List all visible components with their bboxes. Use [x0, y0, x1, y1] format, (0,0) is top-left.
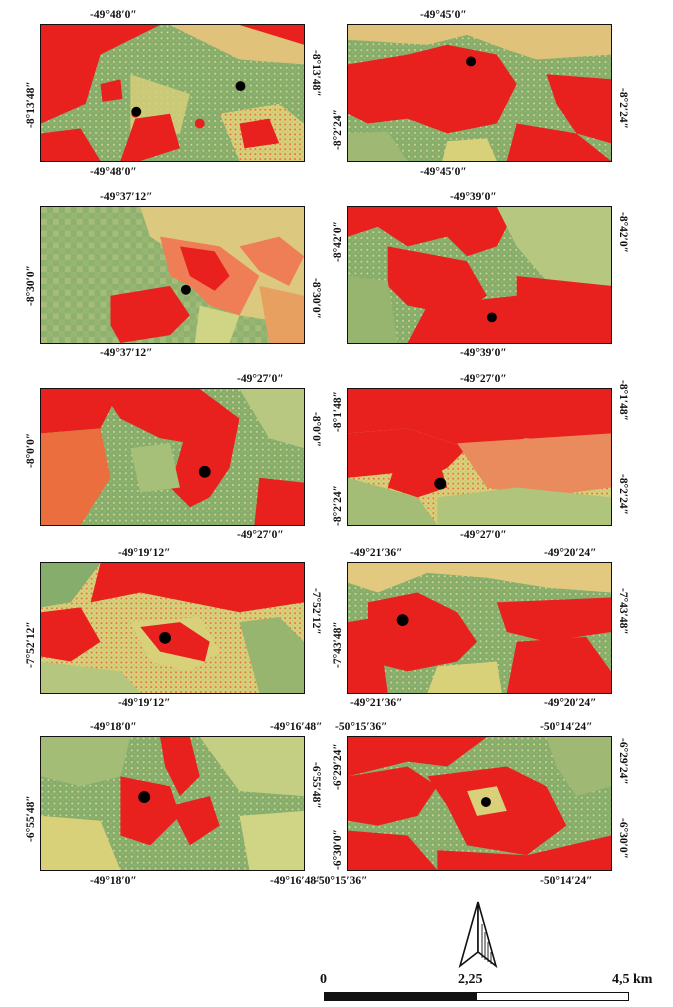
- p6-left-top-label: -8°1′48″: [332, 390, 344, 432]
- p2-top-label: -49°45′0″: [420, 9, 467, 21]
- p9-bottom-left-label: -49°18′0″: [90, 875, 137, 887]
- p3-top-label: -49°37′12″: [100, 191, 153, 203]
- map-panel-10: [347, 736, 612, 871]
- p3-left-label: -8°30′0″: [25, 264, 37, 306]
- map-panel-5: [40, 388, 305, 526]
- p8-top-right-label: -49°20′24″: [544, 547, 597, 559]
- p8-bottom-left-label: -49°21′36″: [350, 697, 403, 709]
- p1-top-label: -49°48′0″: [90, 9, 137, 21]
- p1-bottom-label: -49°48′0″: [90, 166, 137, 178]
- p10-right-bottom-label: -6°30′0″: [617, 818, 629, 860]
- p6-top-label: -49°27′0″: [460, 373, 507, 385]
- p5-left-label: -8°0′0″: [25, 432, 37, 468]
- p2-left-label: -8°2′24″: [332, 108, 344, 150]
- map-panel-4: [347, 206, 612, 344]
- p3-right-label: -8°30′0″: [310, 278, 322, 320]
- p7-bottom-label: -49°19′12″: [118, 697, 171, 709]
- p8-bottom-right-label: -49°20′24″: [544, 697, 597, 709]
- p6-right-bottom-label: -8°2′24″: [617, 474, 629, 516]
- p3-bottom-label: -49°37′12″: [100, 347, 153, 359]
- north-arrow-icon: [458, 901, 498, 968]
- p7-top-label: -49°19′12″: [118, 547, 171, 559]
- p9-left-label: -6°55′48″: [25, 795, 37, 842]
- p10-bottom-right-label: -50°14′24″: [540, 875, 593, 887]
- p9-top-right-label: -49°16′48″: [270, 721, 323, 733]
- p1-right-label: -8°13′48″: [310, 50, 322, 97]
- p9-right-label: -6°55′48″: [310, 762, 322, 809]
- p6-right-top-label: -8°1′48″: [617, 380, 629, 422]
- map-panel-6: [347, 388, 612, 526]
- p2-bottom-label: -49°45′0″: [420, 166, 467, 178]
- p9-top-left-label: -49°18′0″: [90, 721, 137, 733]
- p4-bottom-label: -49°39′0″: [460, 347, 507, 359]
- p8-top-left-label: -49°21′36″: [350, 547, 403, 559]
- map-panel-9: [40, 736, 305, 871]
- scale-bar: [324, 992, 629, 1001]
- map-panel-1: [40, 24, 305, 162]
- map-panel-8: [347, 562, 612, 694]
- p10-top-left-label: -50°15′36″: [335, 721, 388, 733]
- p7-left-label: -7°52′12″: [25, 621, 37, 668]
- scale-label-zero: 0: [320, 972, 327, 987]
- p5-right-label: -8°0′0″: [310, 412, 322, 448]
- p6-left-bottom-label: -8°2′24″: [332, 484, 344, 526]
- p1-left-label: -8°13′48″: [25, 81, 37, 128]
- p4-right-label: -8°42′0″: [617, 212, 629, 254]
- map-panel-2: [347, 24, 612, 162]
- p5-bottom-label: -49°27′0″: [237, 529, 284, 541]
- scale-label-mid: 2,25: [458, 972, 483, 987]
- p4-left-label: -8°42′0″: [332, 220, 344, 262]
- map-panel-3: [40, 206, 305, 344]
- p9-bottom-right-label: -49°16′48″: [270, 875, 323, 887]
- p10-left-bottom-label: -6°30′0″: [332, 828, 344, 870]
- p2-right-label: -8°2′24″: [617, 88, 629, 130]
- p4-top-label: -49°39′0″: [450, 191, 497, 203]
- scale-label-max: 4,5 km: [612, 972, 653, 987]
- p10-bottom-left-label: -50°15′36″: [315, 875, 368, 887]
- p8-left-label: -7°43′48″: [332, 621, 344, 668]
- p6-bottom-label: -49°27′0″: [460, 529, 507, 541]
- p8-right-label: -7°43′48″: [617, 588, 629, 635]
- p5-top-label: -49°27′0″: [237, 373, 284, 385]
- p7-right-label: -7°52′12″: [310, 588, 322, 635]
- p10-right-top-label: -6°29′24″: [617, 738, 629, 785]
- p10-left-top-label: -6°29′24″: [332, 743, 344, 790]
- map-panel-7: [40, 562, 305, 694]
- p10-top-right-label: -50°14′24″: [540, 721, 593, 733]
